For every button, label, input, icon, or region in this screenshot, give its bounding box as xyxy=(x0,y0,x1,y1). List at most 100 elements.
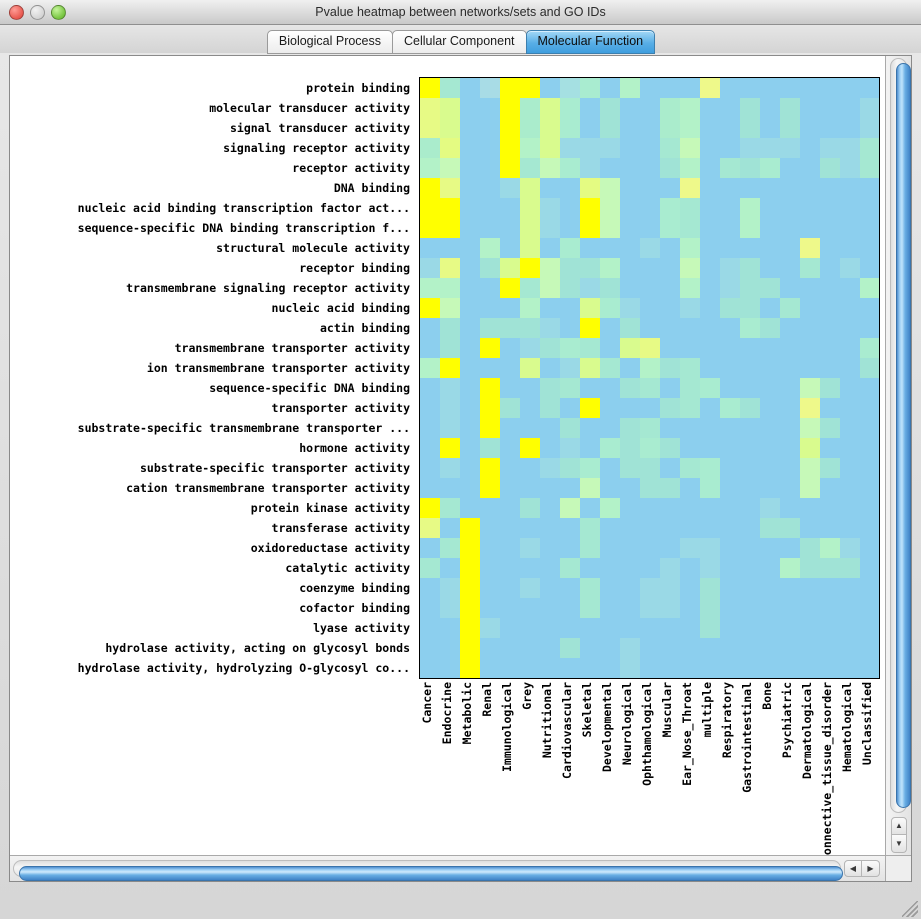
heatmap-cell[interactable] xyxy=(780,658,800,678)
heatmap-cell[interactable] xyxy=(660,338,680,358)
heatmap-cell[interactable] xyxy=(460,598,480,618)
heatmap-cell[interactable] xyxy=(760,278,780,298)
heatmap-cell[interactable] xyxy=(820,158,840,178)
heatmap-cell[interactable] xyxy=(560,378,580,398)
heatmap-cell[interactable] xyxy=(420,478,440,498)
heatmap-cell[interactable] xyxy=(420,518,440,538)
heatmap-cell[interactable] xyxy=(800,578,820,598)
heatmap-cell[interactable] xyxy=(680,198,700,218)
heatmap-cell[interactable] xyxy=(820,218,840,238)
vertical-scroll-arrows[interactable]: ▲ ▼ xyxy=(891,817,907,853)
heatmap-cell[interactable] xyxy=(780,238,800,258)
heatmap-cell[interactable] xyxy=(760,398,780,418)
heatmap-cell[interactable] xyxy=(580,538,600,558)
heatmap-cell[interactable] xyxy=(440,318,460,338)
heatmap-cell[interactable] xyxy=(420,418,440,438)
heatmap-cell[interactable] xyxy=(480,178,500,198)
heatmap-cell[interactable] xyxy=(740,498,760,518)
heatmap-cell[interactable] xyxy=(740,318,760,338)
heatmap-cell[interactable] xyxy=(520,218,540,238)
heatmap-cell[interactable] xyxy=(740,518,760,538)
heatmap-cell[interactable] xyxy=(740,658,760,678)
heatmap-cell[interactable] xyxy=(800,318,820,338)
heatmap-cell[interactable] xyxy=(600,258,620,278)
heatmap-cell[interactable] xyxy=(840,198,860,218)
heatmap-cell[interactable] xyxy=(720,258,740,278)
heatmap-cell[interactable] xyxy=(680,238,700,258)
heatmap-cell[interactable] xyxy=(840,78,860,98)
heatmap-cell[interactable] xyxy=(680,358,700,378)
heatmap-cell[interactable] xyxy=(800,158,820,178)
heatmap-cell[interactable] xyxy=(460,138,480,158)
heatmap-cell[interactable] xyxy=(480,118,500,138)
heatmap-cell[interactable] xyxy=(680,158,700,178)
heatmap-cell[interactable] xyxy=(500,458,520,478)
heatmap-cell[interactable] xyxy=(460,298,480,318)
heatmap-cell[interactable] xyxy=(720,198,740,218)
heatmap-cell[interactable] xyxy=(720,138,740,158)
heatmap-cell[interactable] xyxy=(740,438,760,458)
heatmap-cell[interactable] xyxy=(560,138,580,158)
heatmap-cell[interactable] xyxy=(420,558,440,578)
heatmap-cell[interactable] xyxy=(760,78,780,98)
heatmap-cell[interactable] xyxy=(580,258,600,278)
heatmap-cell[interactable] xyxy=(560,198,580,218)
heatmap-cell[interactable] xyxy=(820,478,840,498)
heatmap-cell[interactable] xyxy=(660,318,680,338)
heatmap-cell[interactable] xyxy=(540,378,560,398)
heatmap-cell[interactable] xyxy=(480,638,500,658)
heatmap-cell[interactable] xyxy=(740,458,760,478)
heatmap-cell[interactable] xyxy=(460,238,480,258)
heatmap-cell[interactable] xyxy=(860,598,880,618)
heatmap-cell[interactable] xyxy=(500,178,520,198)
heatmap-cell[interactable] xyxy=(700,618,720,638)
heatmap-cell[interactable] xyxy=(520,138,540,158)
heatmap-cell[interactable] xyxy=(840,518,860,538)
heatmap-cell[interactable] xyxy=(780,98,800,118)
heatmap-cell[interactable] xyxy=(600,598,620,618)
heatmap-cell[interactable] xyxy=(660,478,680,498)
heatmap-cell[interactable] xyxy=(780,338,800,358)
heatmap-cell[interactable] xyxy=(720,298,740,318)
heatmap-cell[interactable] xyxy=(500,158,520,178)
heatmap-cell[interactable] xyxy=(820,118,840,138)
resize-grip-icon[interactable] xyxy=(902,901,918,917)
heatmap-cell[interactable] xyxy=(480,258,500,278)
heatmap-cell[interactable] xyxy=(700,378,720,398)
close-button-icon[interactable] xyxy=(9,5,24,20)
heatmap-cell[interactable] xyxy=(620,398,640,418)
heatmap-cell[interactable] xyxy=(600,238,620,258)
heatmap-cell[interactable] xyxy=(700,518,720,538)
heatmap-cell[interactable] xyxy=(760,238,780,258)
heatmap-cell[interactable] xyxy=(700,578,720,598)
heatmap-cell[interactable] xyxy=(720,538,740,558)
heatmap-cell[interactable] xyxy=(700,118,720,138)
heatmap-cell[interactable] xyxy=(420,538,440,558)
heatmap-cell[interactable] xyxy=(680,598,700,618)
heatmap-cell[interactable] xyxy=(600,658,620,678)
heatmap-cell[interactable] xyxy=(600,618,620,638)
heatmap-cell[interactable] xyxy=(860,178,880,198)
heatmap-cell[interactable] xyxy=(600,118,620,138)
heatmap-cell[interactable] xyxy=(840,358,860,378)
heatmap-cell[interactable] xyxy=(680,418,700,438)
heatmap-cell[interactable] xyxy=(580,238,600,258)
heatmap-cell[interactable] xyxy=(720,618,740,638)
heatmap-cell[interactable] xyxy=(560,438,580,458)
heatmap-cell[interactable] xyxy=(700,598,720,618)
heatmap-cell[interactable] xyxy=(480,278,500,298)
heatmap-cell[interactable] xyxy=(700,138,720,158)
heatmap-cell[interactable] xyxy=(540,178,560,198)
heatmap-cell[interactable] xyxy=(700,98,720,118)
vertical-scroll-track[interactable] xyxy=(890,58,911,813)
heatmap-cell[interactable] xyxy=(820,618,840,638)
heatmap-cell[interactable] xyxy=(420,158,440,178)
heatmap-cell[interactable] xyxy=(800,238,820,258)
heatmap-cell[interactable] xyxy=(700,238,720,258)
heatmap-cell[interactable] xyxy=(720,638,740,658)
heatmap-cell[interactable] xyxy=(420,498,440,518)
heatmap-cell[interactable] xyxy=(840,598,860,618)
heatmap-cell[interactable] xyxy=(620,418,640,438)
heatmap-cell[interactable] xyxy=(560,218,580,238)
heatmap-cell[interactable] xyxy=(640,318,660,338)
